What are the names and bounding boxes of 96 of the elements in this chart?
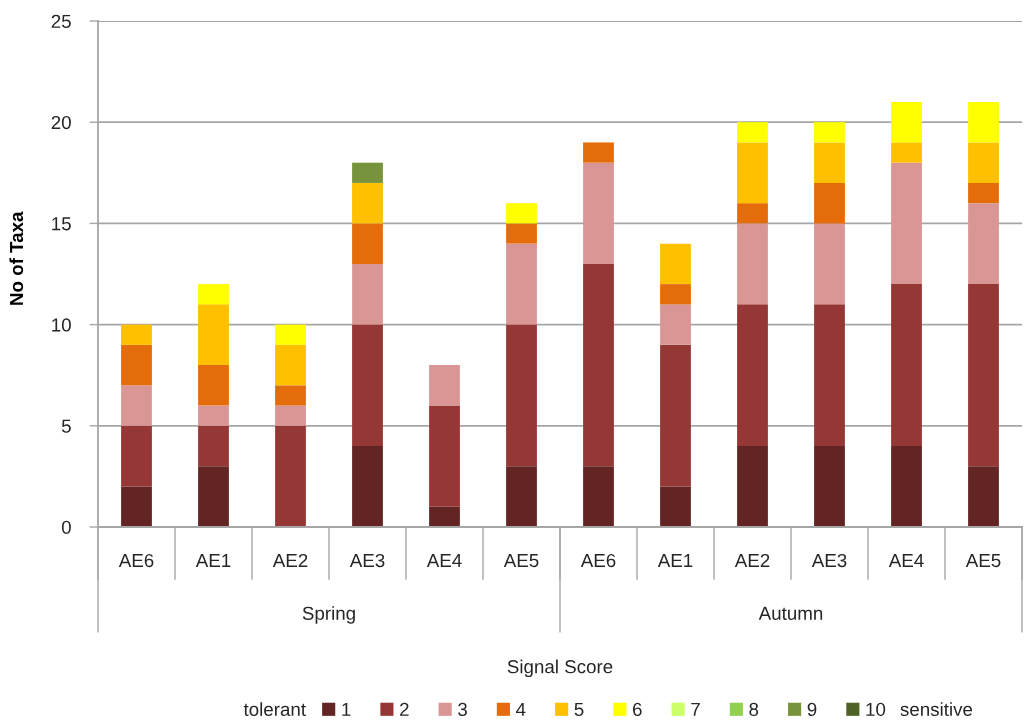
bar — [275, 344, 306, 386]
bar — [660, 486, 691, 527]
bar — [891, 446, 922, 527]
bar — [352, 223, 383, 264]
bar — [352, 324, 383, 447]
bar — [506, 243, 537, 325]
bar — [198, 365, 229, 406]
y-tick-label: 5 — [61, 419, 71, 433]
bar — [660, 344, 691, 487]
y-tick-label: 15 — [52, 217, 71, 231]
bar — [275, 405, 306, 426]
bar — [814, 304, 845, 447]
bar — [583, 466, 614, 527]
x-tick-label: AE6 — [118, 553, 154, 568]
bar — [814, 223, 845, 305]
legend-label: 2 — [400, 702, 409, 716]
bar — [891, 162, 922, 285]
y-tick-label: 0 — [61, 520, 71, 534]
bar — [506, 466, 537, 527]
bar — [583, 263, 614, 467]
bar — [198, 425, 229, 467]
y-tick-label: 25 — [51, 14, 71, 28]
bar — [506, 324, 537, 467]
y-tick-label: 10 — [52, 318, 71, 332]
bar — [737, 142, 768, 204]
bar — [352, 162, 383, 183]
y-tick-label: 20 — [51, 115, 71, 130]
bar — [737, 122, 768, 143]
x-tick-label: AE2 — [734, 553, 770, 567]
bar — [429, 365, 460, 406]
x-axis-title: Signal Score — [507, 659, 613, 678]
bar — [968, 203, 999, 285]
bar — [506, 203, 537, 224]
legend-label: 10 — [866, 702, 886, 717]
x-tick-label: AE3 — [811, 553, 847, 568]
x-tick-label: AE2 — [272, 553, 308, 567]
bar — [814, 446, 845, 527]
legend-label: 8 — [749, 702, 759, 717]
legend-label: 5 — [574, 702, 584, 717]
legend-label: 4 — [516, 702, 526, 716]
bar — [814, 122, 845, 143]
legend-label: 6 — [633, 702, 642, 717]
bar — [583, 142, 614, 163]
bar — [891, 142, 922, 163]
x-tick-label: AE4 — [426, 554, 462, 567]
text: sensitive — [900, 702, 973, 717]
bar — [275, 324, 306, 345]
legend-label: 7 — [691, 702, 700, 716]
bar — [737, 203, 768, 224]
bar — [737, 304, 768, 447]
bar — [968, 466, 999, 527]
legend-label: 3 — [458, 702, 467, 717]
bar — [737, 446, 768, 527]
bar — [506, 223, 537, 244]
legend-label: 1 — [342, 702, 351, 716]
bar — [814, 142, 845, 183]
x-tick-label: AE5 — [965, 554, 1001, 568]
bar — [352, 263, 383, 325]
bar — [583, 162, 614, 264]
bar — [737, 223, 768, 305]
bar — [352, 446, 383, 527]
bar — [121, 385, 152, 426]
bar — [891, 101, 922, 143]
bar — [121, 324, 152, 345]
bar — [121, 344, 152, 386]
x-tick-label: AE6 — [580, 553, 616, 568]
bar — [660, 304, 691, 345]
bar — [968, 142, 999, 183]
bar — [891, 284, 922, 447]
x-tick-label: AE4 — [888, 554, 924, 567]
bar — [275, 385, 306, 406]
bar — [198, 405, 229, 426]
bar — [121, 425, 152, 487]
bar — [429, 506, 460, 527]
text: tolerant — [243, 702, 306, 717]
bar — [429, 405, 460, 507]
bar — [198, 284, 229, 305]
bar — [198, 466, 229, 527]
bar — [121, 486, 152, 527]
text: Spring — [302, 606, 355, 624]
bar — [660, 243, 691, 285]
x-tick-label: AE1 — [657, 554, 693, 567]
bar — [352, 182, 383, 224]
bar — [198, 304, 229, 366]
y-axis-title: No of Taxa — [9, 211, 24, 305]
x-tick-label: AE1 — [195, 554, 231, 567]
bar — [968, 284, 999, 467]
x-tick-label: AE3 — [349, 553, 385, 568]
bar — [660, 284, 691, 305]
bar — [968, 101, 999, 143]
legend-label: 9 — [807, 702, 817, 717]
bar — [814, 182, 845, 224]
x-tick-label: AE5 — [503, 554, 539, 568]
bar — [275, 425, 306, 527]
bar — [968, 182, 999, 204]
text: Autumn — [758, 606, 823, 620]
